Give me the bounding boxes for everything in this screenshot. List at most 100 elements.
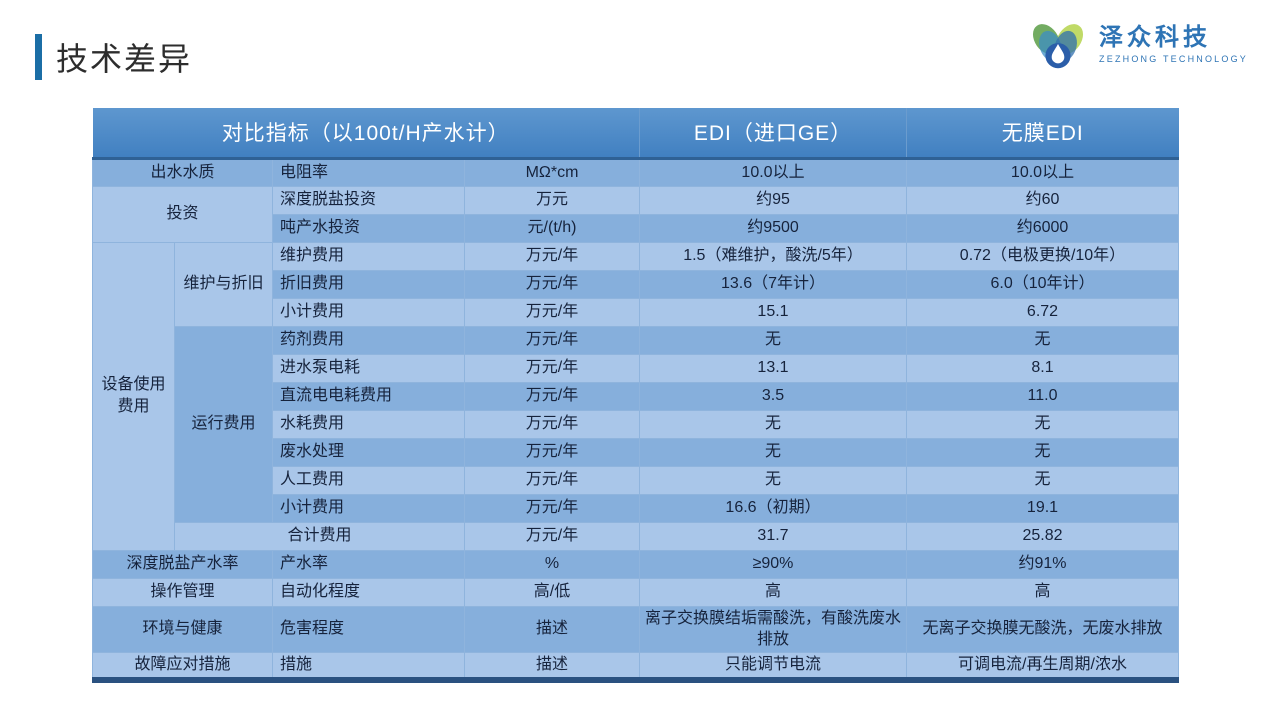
table-body: 出水水质 电阻率 MΩ*cm 10.0以上 10.0以上 投资 深度脱盐投资 万元 约95 约60…	[92, 157, 1179, 681]
table-row: 环境与健康 危害程度 描述 离子交换膜结垢需酸洗，有酸洗废水排放 无离子交换膜无酸洗，无…	[92, 605, 1179, 653]
table-cell: 操作管理	[92, 577, 273, 607]
table-cell: 25.82	[906, 521, 1179, 551]
table-cell: 合计费用	[174, 521, 465, 551]
table-cell: 无	[906, 437, 1179, 467]
table-row: 运行费用 药剂费用 万元/年无无	[93, 325, 1179, 523]
table-row: 投资 深度脱盐投资 万元 约95 约60	[92, 185, 1179, 243]
table-cell: 无	[906, 409, 1179, 439]
table-cell: 高	[639, 577, 907, 607]
table-row: 操作管理 自动化程度 高/低高高	[92, 577, 1179, 607]
table-cell: 13.6（7年计）	[639, 269, 907, 299]
table-row: 吨产水投资 元/(t/h) 约9500 约6000	[93, 213, 1179, 243]
table-cell: 16.6（初期）	[639, 493, 907, 523]
table-cell: 直流电电耗费用	[272, 381, 465, 411]
table-row: 深度脱盐产水率 产水率% ≥90% 约91%	[92, 549, 1179, 579]
table-cell: 约60	[906, 185, 1179, 215]
table-cell: 8.1	[906, 353, 1179, 383]
table-cell: 只能调节电流	[639, 651, 907, 681]
table-cell: 描述	[464, 605, 640, 653]
table-cell: 3.5	[639, 381, 907, 411]
table-cell: 万元/年	[464, 465, 640, 495]
table-cell: 0.72（电极更换/10年）	[906, 241, 1179, 271]
table-cell: 15.1	[639, 297, 907, 327]
table-cell: 小计费用	[272, 493, 465, 523]
table-cell: 无	[639, 437, 907, 467]
table-cell: 折旧费用	[272, 269, 465, 299]
table-cell: 水耗费用	[272, 409, 465, 439]
table-cell: 19.1	[906, 493, 1179, 523]
table-cell: 约95	[639, 185, 907, 215]
table-cell: 电阻率	[272, 157, 465, 187]
table-cell: %	[464, 549, 640, 579]
comparison-table-wrap: 对比指标（以100t/H产水计） EDI（进口GE） 无膜EDI 出水水质 电阻率 MΩ…	[92, 108, 1179, 684]
table-cell: 元/(t/h)	[464, 213, 640, 243]
table-cell: 无	[639, 325, 907, 355]
table-cell: ≥90%	[639, 549, 907, 579]
table-cell: 自动化程度	[272, 577, 465, 607]
logo-text-block: 泽众科技 ZEZHONG TECHNOLOGY	[1099, 24, 1248, 64]
table-cell: 约6000	[906, 213, 1179, 243]
table-cell: 31.7	[639, 521, 907, 551]
table-cell: 无	[906, 465, 1179, 495]
table-header-cell: 对比指标（以100t/H产水计）	[92, 108, 640, 160]
table-cell: 无离子交换膜无酸洗，无废水排放	[906, 605, 1179, 653]
table-cell: 人工费用	[272, 465, 465, 495]
table-row: 设备使用 费用 维护与折旧 维护费用 万元/年 1.5（难维护，酸洗/5年） 0.72（电…	[92, 241, 1179, 551]
table-cell: 运行费用	[174, 325, 273, 523]
table-cell: 设备使用 费用	[92, 241, 175, 551]
table-cell: 高	[906, 577, 1179, 607]
table-cell: 危害程度	[272, 605, 465, 653]
table-row: 折旧费用 万元/年 13.6（7年计） 6.0（10年计）	[93, 269, 1179, 299]
table-row: 废水处理 万元/年无无	[93, 437, 1179, 467]
table-cell: 万元/年	[464, 521, 640, 551]
table-row: 出水水质 电阻率 MΩ*cm 10.0以上 10.0以上	[92, 157, 1179, 187]
table-cell: 描述	[464, 651, 640, 681]
table-cell: 深度脱盐产水率	[92, 549, 273, 579]
table-cell: 无	[639, 409, 907, 439]
table-cell: 小计费用	[272, 297, 465, 327]
table-row: 人工费用 万元/年无无	[93, 465, 1179, 495]
table-cell: 万元/年	[464, 409, 640, 439]
table-cell: 万元/年	[464, 325, 640, 355]
table-cell: MΩ*cm	[464, 157, 640, 187]
table-header: 对比指标（以100t/H产水计） EDI（进口GE） 无膜EDI	[92, 108, 1179, 160]
table-cell: 无	[906, 325, 1179, 355]
table-cell: 措施	[272, 651, 465, 681]
company-logo: 泽众科技 ZEZHONG TECHNOLOGY	[1027, 14, 1248, 76]
table-row: 小计费用 万元/年 15.1 6.72	[93, 297, 1179, 327]
table-cell: 万元	[464, 185, 640, 215]
table-cell: 约9500	[639, 213, 907, 243]
table-cell: 万元/年	[464, 493, 640, 523]
table-cell: 故障应对措施	[92, 651, 273, 681]
table-cell: 万元/年	[464, 241, 640, 271]
table-cell: 1.5（难维护，酸洗/5年）	[639, 241, 907, 271]
table-cell: 万元/年	[464, 269, 640, 299]
table-row: 合计费用 万元/年 31.7 25.82	[93, 521, 1179, 551]
table-cell: 出水水质	[92, 157, 273, 187]
logo-icon	[1033, 24, 1084, 69]
table-row: 进水泵电耗 万元/年 13.1 8.1	[93, 353, 1179, 383]
table-cell: 万元/年	[464, 381, 640, 411]
comparison-table: 对比指标（以100t/H产水计） EDI（进口GE） 无膜EDI 出水水质 电阻率 MΩ…	[92, 108, 1179, 684]
table-cell: 11.0	[906, 381, 1179, 411]
table-cell: 深度脱盐投资	[272, 185, 465, 215]
table-cell: 维护费用	[272, 241, 465, 271]
table-row: 水耗费用 万元/年无无	[93, 409, 1179, 439]
table-cell: 10.0以上	[906, 157, 1179, 187]
table-header-row: 对比指标（以100t/H产水计） EDI（进口GE） 无膜EDI	[92, 108, 1179, 160]
table-cell: 高/低	[464, 577, 640, 607]
table-row: 故障应对措施 措施 描述 只能调节电流 可调电流/再生周期/浓水	[92, 651, 1179, 681]
table-cell: 维护与折旧	[174, 241, 273, 327]
table-cell: 可调电流/再生周期/浓水	[906, 651, 1179, 681]
table-cell: 环境与健康	[92, 605, 273, 653]
logo-company-subtitle: ZEZHONG TECHNOLOGY	[1099, 53, 1248, 64]
table-cell: 投资	[92, 185, 273, 243]
table-header-cell: EDI（进口GE）	[639, 108, 907, 160]
table-cell: 药剂费用	[272, 325, 465, 355]
table-cell: 万元/年	[464, 297, 640, 327]
table-cell: 废水处理	[272, 437, 465, 467]
table-cell: 万元/年	[464, 353, 640, 383]
table-cell: 约91%	[906, 549, 1179, 579]
table-cell: 万元/年	[464, 437, 640, 467]
